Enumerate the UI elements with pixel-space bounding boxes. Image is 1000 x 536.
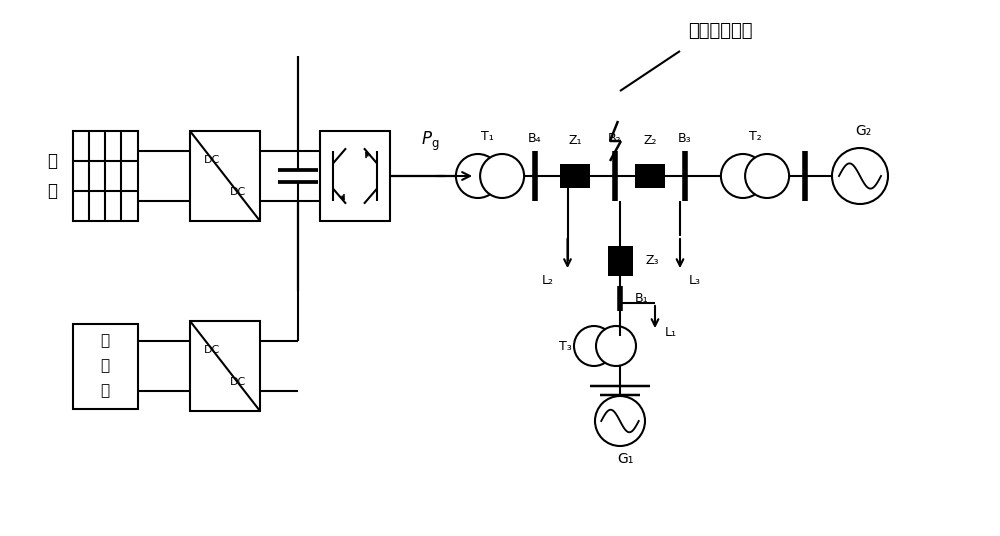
Bar [72, 131, 138, 221]
Circle shape [832, 148, 888, 204]
Text: L₃: L₃ [689, 274, 701, 287]
Text: B₂: B₂ [608, 131, 622, 145]
Text: B₁: B₁ [635, 293, 649, 306]
Circle shape [595, 396, 645, 446]
Text: B₄: B₄ [528, 131, 542, 145]
Bar [560, 164, 590, 188]
Text: 光: 光 [48, 152, 58, 170]
Bar [190, 321, 260, 411]
Text: Z₃: Z₃ [645, 255, 658, 267]
Text: G₂: G₂ [855, 124, 871, 138]
Circle shape [574, 326, 614, 366]
Text: 伏: 伏 [48, 182, 58, 200]
Text: L₂: L₂ [542, 274, 554, 287]
Bar [190, 131, 260, 221]
Bar [72, 324, 138, 408]
Text: T₁: T₁ [481, 130, 493, 143]
Text: L₁: L₁ [665, 326, 677, 339]
Text: 三相短路故障: 三相短路故障 [688, 22, 752, 40]
Circle shape [480, 154, 524, 198]
Text: $P_{\rm g}$: $P_{\rm g}$ [421, 129, 439, 153]
Bar [320, 131, 390, 221]
Text: G₁: G₁ [617, 452, 633, 466]
Bar [608, 246, 633, 276]
Text: B₃: B₃ [678, 131, 692, 145]
Text: 电: 电 [100, 359, 110, 374]
Circle shape [596, 326, 636, 366]
Text: Z₁: Z₁ [568, 135, 582, 147]
Text: 蓄: 蓄 [100, 333, 110, 348]
Text: Z₂: Z₂ [643, 135, 657, 147]
Text: DC: DC [229, 187, 246, 197]
Text: DC: DC [204, 155, 221, 165]
Circle shape [745, 154, 789, 198]
Text: DC: DC [204, 345, 221, 355]
Text: T₂: T₂ [749, 130, 761, 143]
Bar [635, 164, 665, 188]
Text: T₃: T₃ [559, 339, 571, 353]
Text: DC: DC [229, 377, 246, 387]
Circle shape [721, 154, 765, 198]
Text: 池: 池 [100, 383, 110, 398]
Circle shape [456, 154, 500, 198]
